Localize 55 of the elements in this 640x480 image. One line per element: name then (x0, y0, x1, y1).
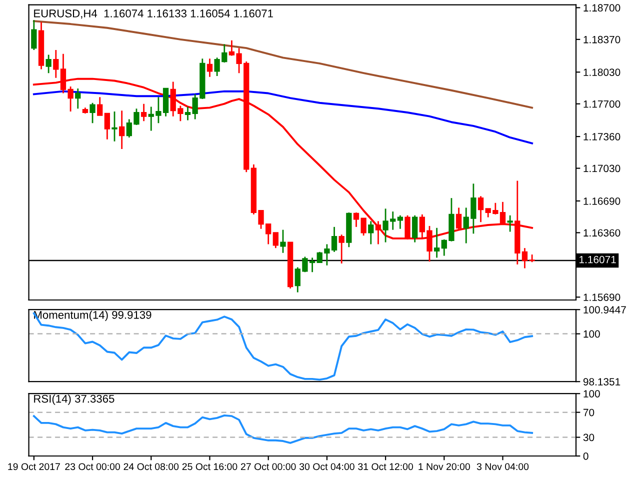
candlestick (184, 106, 191, 121)
candlestick (280, 229, 286, 254)
chart-title: RSI(14) 37.3365 (34, 394, 114, 405)
candlestick (90, 102, 96, 124)
candlestick (412, 214, 418, 243)
candlestick (338, 234, 344, 264)
candlestick (272, 232, 278, 249)
y-tick-label: 70 (583, 408, 594, 416)
line-series (32, 90, 534, 144)
line-series (32, 312, 534, 381)
candlestick (434, 227, 440, 258)
candlestick (507, 214, 513, 232)
x-tick-label: 27 Oct 00:00 (240, 463, 296, 470)
y-tick-label: 1.18370 (584, 36, 620, 44)
candlestick (75, 88, 81, 110)
candlestick (119, 110, 125, 150)
x-tick-label: 24 Oct 08:00 (124, 463, 179, 470)
x-tick-label: 30 Oct 04:00 (299, 463, 354, 470)
x-tick-label: 23 Oct 00:00 (65, 463, 120, 470)
x-tick-label: 25 Oct 16:00 (182, 463, 238, 470)
y-tick-label: 1.18030 (584, 68, 620, 76)
candlestick (206, 58, 213, 78)
candlestick (500, 201, 506, 226)
x-tick-label: 19 Oct 2017 (8, 463, 60, 470)
candlestick (456, 206, 462, 230)
ref-line-label: 1.16071 (580, 256, 616, 264)
chart-title: EURUSD,H4 1.16074 1.16133 1.16054 1.16071 (34, 10, 273, 19)
y-tick-label: 1.15690 (584, 294, 620, 301)
y-tick-label: 1.18700 (584, 4, 620, 12)
x-tick-label: 1 Nov 20:00 (418, 463, 470, 470)
candlestick (97, 96, 103, 116)
candlestick (397, 214, 404, 230)
y-tick-label: 1.17360 (584, 133, 620, 140)
candlestick (53, 49, 59, 79)
line-series (32, 414, 534, 444)
candlestick (140, 103, 147, 122)
candlestick (478, 195, 484, 223)
candlestick (31, 19, 37, 51)
candlestick (368, 220, 374, 245)
candlestick (112, 110, 118, 142)
y-tick-label: 30 (583, 434, 594, 442)
y-tick-label: 100 (584, 390, 600, 398)
y-tick-label: 100.9447 (584, 306, 626, 314)
y-tick-label: 1.16360 (584, 229, 620, 237)
y-tick-label: 100 (584, 330, 600, 338)
y-tick-label: 1.16690 (584, 197, 620, 205)
y-tick-label: 98.1351 (583, 378, 620, 386)
x-tick-label: 3 Nov 04:00 (476, 463, 529, 470)
y-tick-label: 1.17030 (584, 164, 620, 172)
x-tick-label: 31 Oct 12:00 (358, 463, 413, 470)
y-tick-label: 0 (583, 452, 588, 460)
candlestick (104, 112, 110, 140)
line-series (32, 20, 534, 109)
y-tick-label: 1.17700 (584, 100, 620, 108)
candlestick (46, 54, 52, 74)
